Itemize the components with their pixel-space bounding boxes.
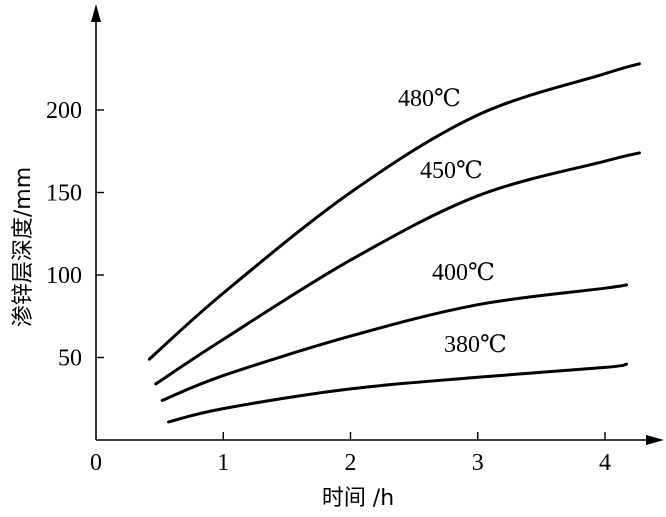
x-axis-arrow (646, 435, 664, 445)
series-labels: 480℃ 450℃ 400℃ 380℃ (398, 86, 507, 358)
series-label: 380℃ (444, 332, 507, 358)
ticks: 0 1 2 3 4 50 100 150 200 (46, 98, 611, 476)
y-tick-label: 150 (46, 181, 82, 207)
series-label: 400℃ (432, 260, 495, 286)
x-tick-label: 0 (90, 450, 102, 476)
series-curves (147, 62, 641, 424)
x-tick-label: 2 (345, 450, 357, 476)
x-axis-title: 时间 /h (322, 486, 394, 511)
x-tick-label: 1 (217, 450, 229, 476)
series-line (154, 151, 641, 386)
y-axis-arrow (91, 4, 101, 22)
x-tick-label: 3 (472, 450, 484, 476)
y-axis-title: 渗锌层深度/mm (11, 167, 36, 327)
series-label: 450℃ (420, 158, 483, 184)
y-tick-label: 200 (46, 98, 82, 124)
y-tick-label: 100 (46, 263, 82, 289)
x-tick-label: 4 (599, 450, 611, 476)
y-tick-label: 50 (58, 346, 82, 372)
series-line (147, 62, 641, 361)
series-line (167, 362, 629, 424)
series-label: 480℃ (398, 86, 461, 112)
axes (91, 4, 664, 445)
series-line (160, 283, 629, 402)
